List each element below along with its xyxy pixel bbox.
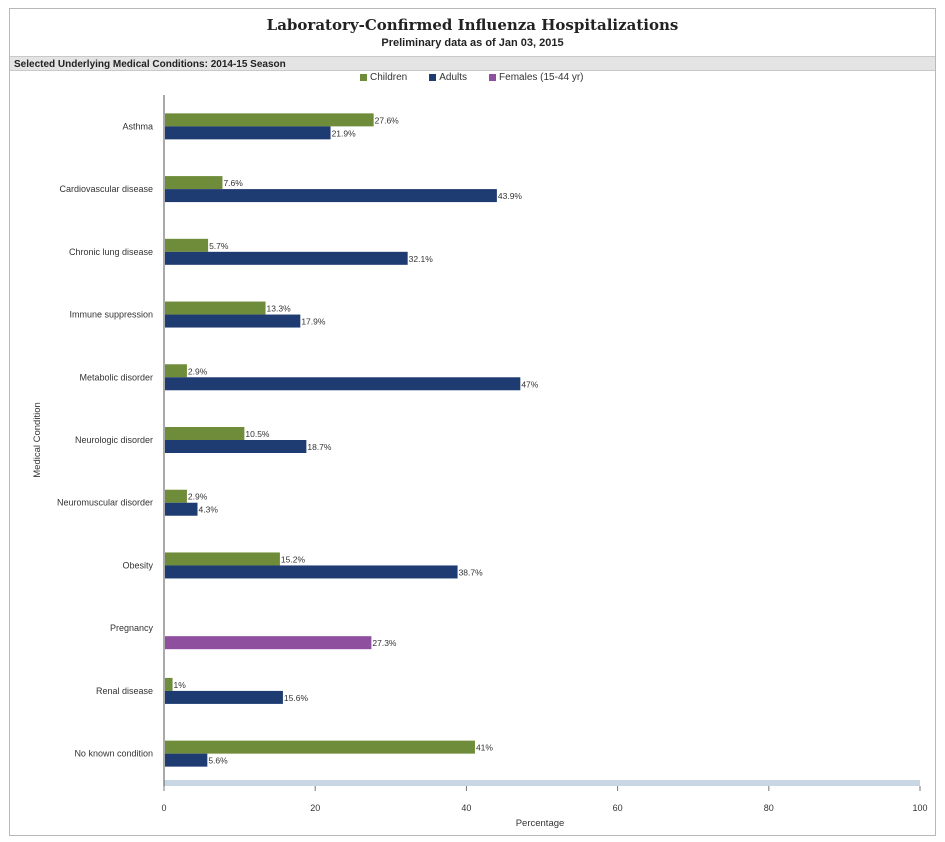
- category-label-no-known-condition: No known condition: [74, 749, 153, 759]
- legend-swatch-females: [489, 74, 497, 81]
- category-label-renal-disease: Renal disease: [96, 686, 153, 696]
- bar-children-no-known-condition: [165, 740, 475, 754]
- data-label-adults-neurologic-disorder: 18.7%: [307, 442, 332, 452]
- legend-item-children[interactable]: Children: [360, 72, 407, 83]
- data-label-children-neurologic-disorder: 10.5%: [245, 429, 270, 439]
- data-label-adults-chronic-lung-disease: 32.1%: [409, 254, 434, 264]
- bar-children-asthma: [165, 113, 374, 127]
- x-tick-label: 100: [912, 803, 927, 813]
- bar-adults-renal-disease: [165, 690, 283, 704]
- data-label-females-15-44-yr-pregnancy: 27.3%: [372, 638, 397, 648]
- data-label-children-asthma: 27.6%: [375, 115, 400, 125]
- category-label-metabolic-disorder: Metabolic disorder: [79, 372, 153, 382]
- bar-adults-neuromuscular-disorder: [165, 502, 198, 516]
- category-label-neurologic-disorder: Neurologic disorder: [75, 435, 153, 445]
- data-label-adults-immune-suppression: 17.9%: [301, 317, 326, 327]
- x-tick-label: 40: [461, 803, 471, 813]
- x-tick-label: 20: [310, 803, 320, 813]
- legend-item-females[interactable]: Females (15-44 yr): [489, 72, 584, 83]
- section-header: Selected Underlying Medical Conditions: …: [10, 56, 935, 71]
- chart-title: Laboratory-Confirmed Influenza Hospitali…: [266, 16, 679, 34]
- bar-children-cardiovascular-disease: [165, 176, 223, 190]
- category-label-chronic-lung-disease: Chronic lung disease: [69, 247, 153, 257]
- bar-children-chronic-lung-disease: [165, 238, 209, 252]
- bar-adults-asthma: [165, 126, 331, 140]
- category-label-cardiovascular-disease: Cardiovascular disease: [59, 184, 153, 194]
- data-label-children-renal-disease: 1%: [174, 680, 187, 690]
- bar-adults-no-known-condition: [165, 753, 208, 767]
- legend-item-adults[interactable]: Adults: [429, 72, 467, 83]
- data-label-adults-neuromuscular-disorder: 4.3%: [199, 505, 219, 515]
- bar-adults-obesity: [165, 565, 458, 579]
- bar-adults-immune-suppression: [165, 314, 301, 328]
- bar-children-neurologic-disorder: [165, 427, 245, 440]
- category-label-obesity: Obesity: [122, 560, 153, 570]
- data-label-adults-obesity: 38.7%: [459, 567, 484, 577]
- legend-label-females: Females (15-44 yr): [499, 72, 584, 83]
- legend-swatch-adults: [429, 74, 437, 81]
- x-tick-label: 80: [764, 803, 774, 813]
- data-label-adults-renal-disease: 15.6%: [284, 693, 309, 703]
- y-axis-title: Medical Condition: [32, 402, 43, 478]
- data-label-adults-metabolic-disorder: 47%: [521, 379, 538, 389]
- data-label-children-cardiovascular-disease: 7.6%: [223, 178, 243, 188]
- bar-adults-chronic-lung-disease: [165, 251, 408, 265]
- data-label-adults-no-known-condition: 5.6%: [208, 756, 228, 766]
- bar-females-15-44-yr-pregnancy: [165, 636, 372, 650]
- legend-swatch-children: [360, 74, 367, 81]
- data-label-adults-asthma: 21.9%: [332, 128, 357, 138]
- category-label-asthma: Asthma: [122, 121, 153, 131]
- data-label-children-neuromuscular-disorder: 2.9%: [188, 492, 208, 502]
- chart-legend: Children Adults Females (15-44 yr): [360, 72, 584, 83]
- x-tick-label: 60: [613, 803, 623, 813]
- data-label-children-metabolic-disorder: 2.9%: [188, 366, 208, 376]
- x-axis-title: Percentage: [516, 818, 565, 829]
- bar-adults-cardiovascular-disease: [165, 189, 497, 203]
- bar-adults-metabolic-disorder: [165, 377, 521, 391]
- data-label-children-immune-suppression: 13.3%: [267, 304, 292, 314]
- category-label-immune-suppression: Immune suppression: [69, 310, 153, 320]
- bar-adults-neurologic-disorder: [165, 440, 307, 453]
- data-label-children-no-known-condition: 41%: [476, 743, 493, 753]
- bar-children-neuromuscular-disorder: [165, 489, 187, 503]
- x-tick-label: 0: [161, 803, 166, 813]
- bar-children-immune-suppression: [165, 301, 266, 315]
- bar-children-obesity: [165, 552, 280, 566]
- bar-children-renal-disease: [165, 677, 173, 691]
- legend-label-children: Children: [370, 72, 408, 83]
- data-label-children-chronic-lung-disease: 5.7%: [209, 241, 229, 251]
- category-label-neuromuscular-disorder: Neuromuscular disorder: [57, 498, 153, 508]
- data-label-children-obesity: 15.2%: [281, 554, 306, 564]
- legend-label-adults: Adults: [439, 72, 468, 83]
- bar-children-metabolic-disorder: [165, 364, 187, 378]
- data-label-adults-cardiovascular-disease: 43.9%: [498, 191, 523, 201]
- plot-bottom-band: [164, 780, 920, 786]
- chart-subtitle: Preliminary data as of Jan 03, 2015: [381, 37, 564, 49]
- category-label-pregnancy: Pregnancy: [110, 623, 154, 633]
